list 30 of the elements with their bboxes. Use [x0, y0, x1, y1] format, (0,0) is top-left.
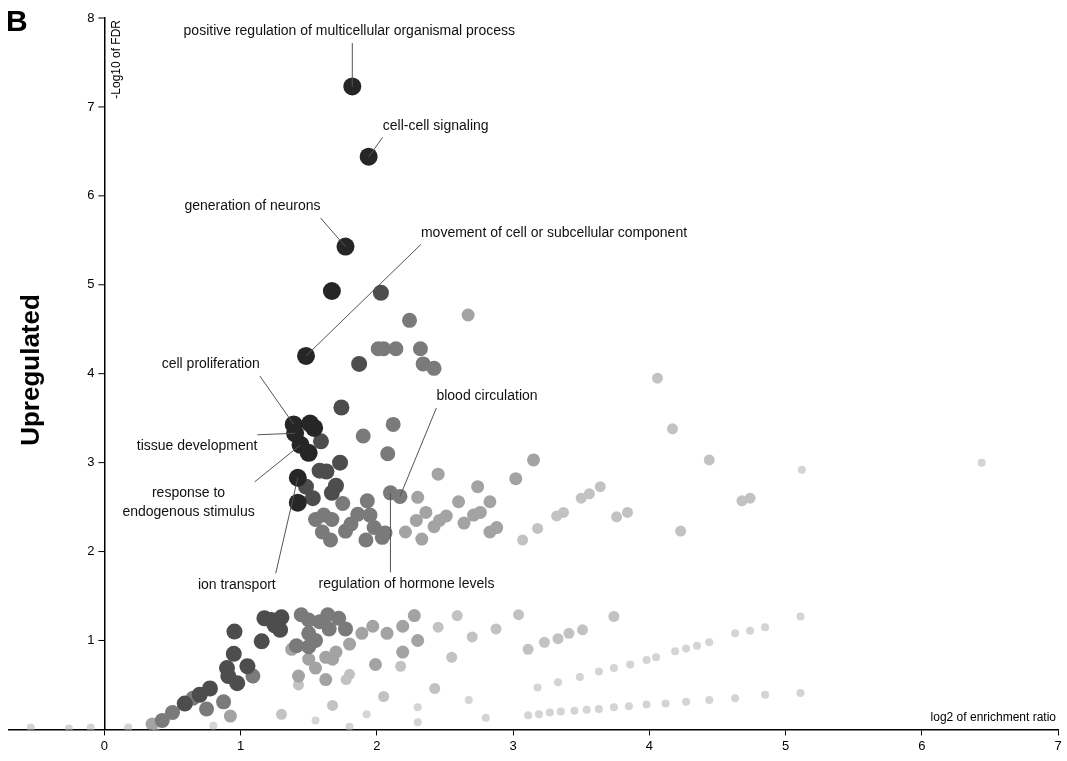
y-tick-label: 7	[87, 98, 95, 114]
annotation: response to endogenous stimulus	[122, 484, 255, 520]
x-axis-title: log2 of enrichment ratio	[930, 709, 1057, 724]
x-tick-label: 3	[509, 737, 517, 753]
annotation: blood circulation	[436, 387, 538, 404]
annotation: cell-cell signaling	[382, 116, 489, 133]
annotation: tissue development	[136, 437, 258, 454]
annotation: cell proliferation	[161, 355, 260, 372]
annotation: Upregulated	[15, 294, 46, 446]
y-tick-label: 5	[87, 276, 95, 292]
x-tick-label: 5	[781, 737, 790, 753]
y-tick-label: 3	[87, 454, 95, 470]
y-tick-label: 2	[87, 543, 95, 559]
y-tick-label: 8	[87, 9, 95, 25]
x-tick-label: 7	[1054, 737, 1062, 753]
chart-title: B	[6, 4, 28, 38]
x-tick-label: 0	[100, 737, 108, 753]
y-axis-title: -Log10 of FDR	[108, 19, 123, 99]
x-tick-label: 2	[373, 737, 381, 753]
y-tick-label: 4	[87, 365, 95, 381]
x-tick-label: 6	[918, 737, 926, 753]
annotation: ion transport	[197, 575, 276, 592]
x-tick-label: 4	[645, 737, 653, 753]
y-tick-label: 1	[87, 632, 95, 648]
annotation: generation of neurons	[184, 197, 321, 214]
annotation: regulation of hormone levels	[318, 574, 495, 591]
y-tick-label: 6	[87, 187, 95, 203]
annotation: movement of cell or subcellular component	[420, 223, 688, 240]
annotation: positive regulation of multicellular organismal process	[183, 22, 516, 39]
x-tick-label: 1	[236, 737, 245, 753]
